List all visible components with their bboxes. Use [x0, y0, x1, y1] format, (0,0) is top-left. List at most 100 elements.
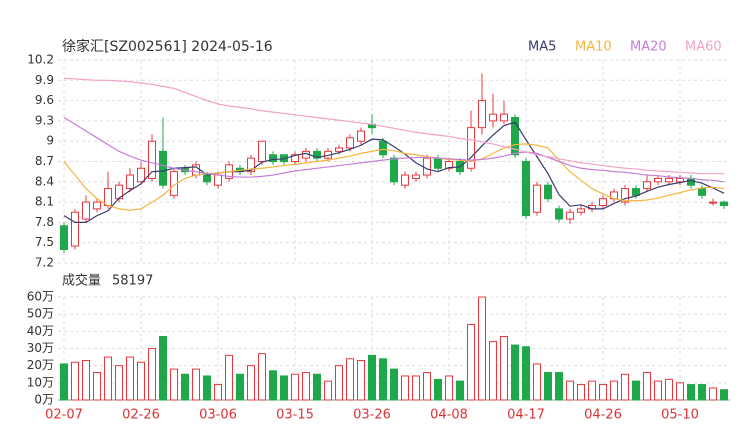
- volume-bar: [291, 373, 299, 401]
- x-tick-label: 02-26: [122, 408, 160, 423]
- candle-body: [445, 161, 453, 169]
- volume-bar: [60, 363, 68, 401]
- volume-bar: [379, 358, 387, 401]
- volume-bar: [346, 358, 354, 401]
- volume-bar: [390, 368, 398, 401]
- volume-bar: [467, 323, 475, 401]
- y-tick-label: 7.8: [35, 215, 54, 229]
- candle-body: [676, 177, 684, 183]
- y-tick-label: 7.5: [35, 235, 54, 249]
- candle-body: [60, 225, 68, 250]
- x-tick-label: 02-07: [45, 408, 83, 423]
- volume-bar: [324, 380, 332, 401]
- candle-body: [401, 174, 409, 186]
- y-tick-label: 60万: [27, 290, 54, 304]
- candle-body: [137, 167, 145, 183]
- candle-body: [632, 188, 640, 196]
- volume-bar: [269, 370, 277, 401]
- candle-body: [709, 201, 717, 204]
- candle-body: [390, 157, 398, 183]
- candle-body: [544, 184, 552, 200]
- candle-body: [687, 177, 695, 186]
- x-tick-label: 03-15: [276, 408, 314, 423]
- volume-bar: [181, 373, 189, 401]
- candle-body: [489, 113, 497, 122]
- y-tick-label: 7.2: [35, 256, 54, 270]
- volume-latest: 58197: [112, 274, 153, 289]
- volume-bar: [665, 378, 673, 401]
- x-tick-label: 04-26: [584, 408, 622, 423]
- volume-bar: [511, 344, 519, 401]
- candle-body: [522, 161, 530, 217]
- volume-bar: [577, 384, 585, 401]
- candle-body: [599, 198, 607, 206]
- volume-bar: [588, 380, 596, 401]
- volume-bar: [522, 346, 530, 401]
- y-tick-label: 0万: [34, 393, 54, 407]
- candle-body: [214, 174, 222, 186]
- legend-label: MA10: [575, 40, 612, 55]
- candle-body: [247, 157, 255, 173]
- candle-body: [478, 100, 486, 129]
- volume-bar: [434, 378, 442, 401]
- volume-bar: [489, 341, 497, 401]
- volume-bar: [302, 372, 310, 401]
- volume-bar: [247, 365, 255, 401]
- volume-bar: [93, 372, 101, 401]
- volume-title: 成交量: [62, 273, 101, 289]
- candle-body: [665, 177, 673, 183]
- y-tick-label: 9.9: [35, 73, 54, 87]
- volume-bar: [214, 384, 222, 401]
- volume-bar: [654, 380, 662, 401]
- candle-body: [104, 188, 112, 206]
- candle-body: [654, 177, 662, 183]
- x-tick-label: 03-26: [353, 408, 391, 423]
- volume-bar: [533, 363, 541, 401]
- candle-body: [291, 154, 299, 163]
- volume-bar: [555, 372, 563, 401]
- y-tick-label: 10.2: [27, 53, 54, 67]
- volume-bar: [478, 296, 486, 401]
- volume-bar: [203, 375, 211, 401]
- volume-bar: [71, 361, 79, 401]
- volume-bar: [720, 389, 728, 401]
- candle-body: [621, 188, 629, 203]
- volume-bar: [456, 380, 464, 401]
- volume-bar: [280, 375, 288, 401]
- volume-bar: [687, 384, 695, 401]
- candle-body: [148, 140, 156, 179]
- legend-label: MA60: [685, 40, 722, 55]
- volume-bar: [544, 372, 552, 401]
- volume-bar: [412, 375, 420, 401]
- volume-bar: [335, 365, 343, 401]
- candle-body: [643, 181, 651, 190]
- candle-body: [423, 157, 431, 176]
- x-tick-label: 04-08: [430, 408, 468, 423]
- volume-bar: [357, 360, 365, 401]
- x-tick-label: 04-17: [507, 408, 545, 423]
- candle-body: [335, 147, 343, 152]
- volume-bar: [698, 384, 706, 401]
- candle-body: [357, 130, 365, 142]
- volume-bar: [423, 372, 431, 401]
- volume-bar: [159, 335, 167, 401]
- volume-bar: [709, 387, 717, 401]
- volume-bar: [192, 368, 200, 401]
- candle-body: [126, 174, 134, 190]
- candle-body: [258, 140, 266, 162]
- volume-bar: [137, 361, 145, 401]
- candle-body: [269, 154, 277, 163]
- candle-body: [346, 137, 354, 149]
- volume-bar: [632, 380, 640, 401]
- y-tick-label: 50万: [27, 307, 54, 321]
- candle-body: [577, 208, 585, 213]
- volume-bar: [115, 365, 123, 401]
- ma-line: [63, 77, 724, 175]
- volume-bar: [610, 380, 618, 401]
- candle-body: [434, 157, 442, 169]
- y-tick-label: 20万: [27, 358, 54, 372]
- volume-bar: [236, 373, 244, 401]
- volume-bar: [126, 356, 134, 401]
- candle-body: [412, 174, 420, 179]
- candle-body: [533, 184, 541, 213]
